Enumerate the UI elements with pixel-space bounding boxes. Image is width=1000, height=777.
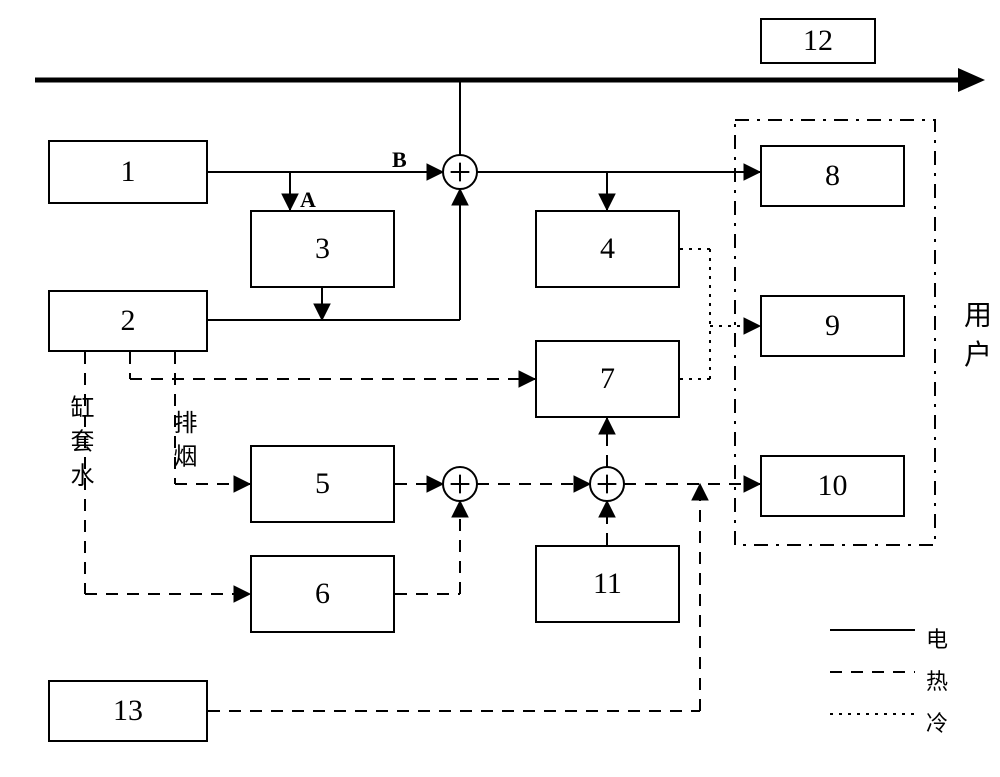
label-legend_elec: 电 (926, 622, 948, 654)
block-11: 11 (535, 545, 680, 623)
block-5: 5 (250, 445, 395, 523)
sum-node-s2 (443, 467, 477, 501)
block-1: 1 (48, 140, 208, 204)
block-6: 6 (250, 555, 395, 633)
block-6-label: 6 (315, 577, 330, 611)
block-9: 9 (760, 295, 905, 357)
block-3-label: 3 (315, 232, 330, 266)
label-B: B (392, 147, 407, 173)
label-user: 用户 (955, 300, 995, 378)
block-2: 2 (48, 290, 208, 352)
block-9-label: 9 (825, 309, 840, 343)
diagram-svg (0, 0, 1000, 777)
block-4-label: 4 (600, 232, 615, 266)
block-8: 8 (760, 145, 905, 207)
block-7: 7 (535, 340, 680, 418)
label-legend_cool: 冷 (926, 706, 948, 738)
block-2-label: 2 (121, 304, 136, 338)
block-1-label: 1 (121, 155, 136, 189)
label-exhaust: 排烟 (165, 410, 200, 477)
sum-node-s3 (590, 467, 624, 501)
block-5-label: 5 (315, 467, 330, 501)
sum-node-s1 (443, 155, 477, 189)
block-12: 12 (760, 18, 876, 64)
block-7-label: 7 (600, 362, 615, 396)
block-10: 10 (760, 455, 905, 517)
block-10-label: 10 (818, 469, 848, 503)
label-legend_heat: 热 (926, 664, 948, 696)
block-13: 13 (48, 680, 208, 742)
block-13-label: 13 (113, 694, 143, 728)
block-3: 3 (250, 210, 395, 288)
label-jacket: 缸套水 (62, 395, 97, 496)
block-11-label: 11 (593, 567, 622, 601)
block-12-label: 12 (803, 24, 833, 58)
label-A: A (300, 187, 316, 213)
block-8-label: 8 (825, 159, 840, 193)
block-4: 4 (535, 210, 680, 288)
